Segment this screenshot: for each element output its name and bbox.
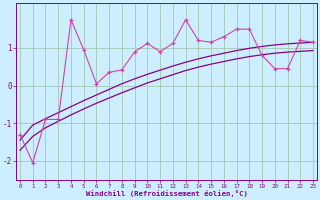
X-axis label: Windchill (Refroidissement éolien,°C): Windchill (Refroidissement éolien,°C) [85,190,247,197]
